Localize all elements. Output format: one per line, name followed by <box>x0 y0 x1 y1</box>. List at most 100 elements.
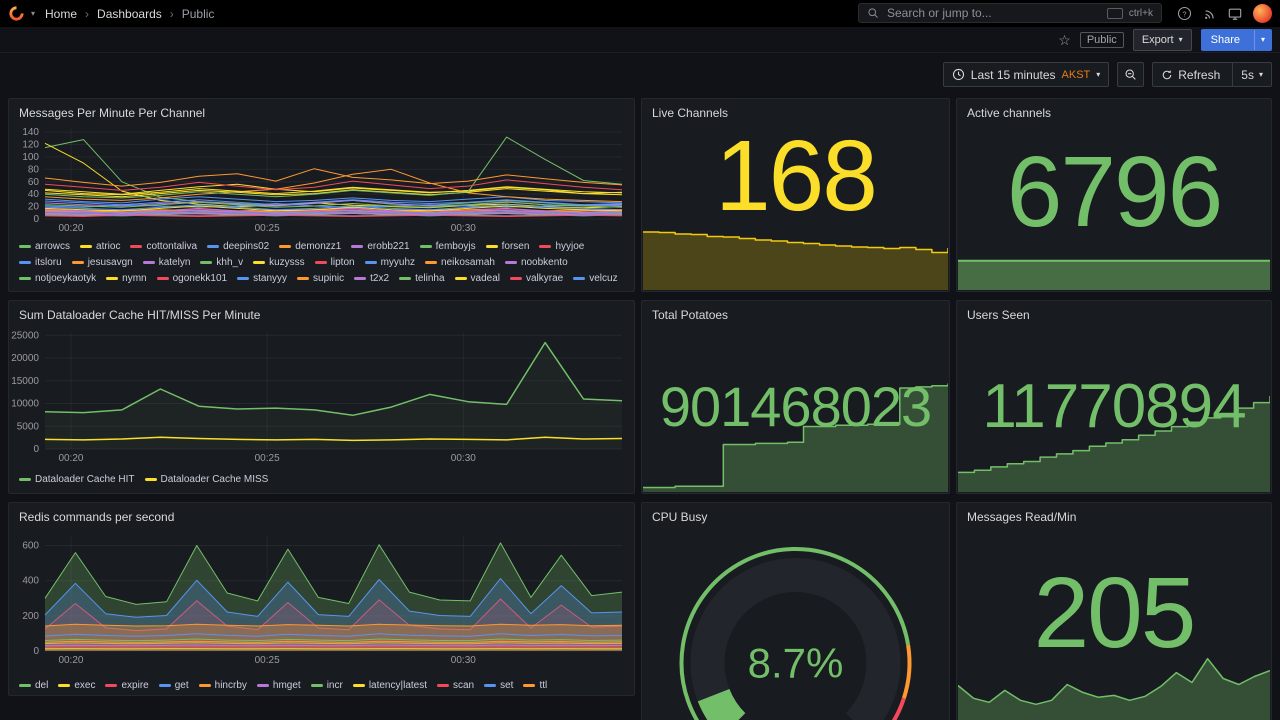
svg-text:20: 20 <box>28 202 40 213</box>
user-avatar[interactable] <box>1253 4 1272 23</box>
chevron-down-icon: ▾ <box>1258 69 1263 79</box>
panel-title[interactable]: Active channels <box>967 106 1052 120</box>
legend-item[interactable]: vadeal <box>454 272 500 285</box>
legend-item[interactable]: hyyjoe <box>539 240 584 253</box>
legend-item[interactable]: khh_v <box>200 256 243 269</box>
org-switcher-caret-icon[interactable]: ▾ <box>31 9 36 18</box>
panel-title[interactable]: Total Potatoes <box>652 308 729 322</box>
legend-item[interactable]: ogonekk101 <box>156 272 227 285</box>
legend-item[interactable]: get <box>158 679 189 692</box>
panel-active-channels: Active channels 6796 <box>956 98 1272 292</box>
news-rss-icon[interactable] <box>1203 7 1217 21</box>
legend-item[interactable]: forsen <box>485 240 529 253</box>
search-input[interactable] <box>885 5 1101 21</box>
legend-swatch-icon <box>485 245 498 248</box>
legend-item[interactable]: ttl <box>523 679 547 692</box>
sparkline-chart[interactable] <box>643 378 948 492</box>
star-icon[interactable]: ☆ <box>1058 31 1071 48</box>
grafana-logo-icon[interactable] <box>8 5 25 22</box>
legend-item[interactable]: jesusavgn <box>71 256 133 269</box>
breadcrumb-home[interactable]: Home <box>45 6 78 21</box>
svg-text:00:25: 00:25 <box>255 223 280 234</box>
legend-swatch-icon <box>80 245 93 248</box>
svg-text:5000: 5000 <box>17 421 40 432</box>
panel-title[interactable]: Live Channels <box>652 106 729 120</box>
legend-swatch-icon <box>237 277 250 280</box>
legend-item[interactable]: deepins02 <box>207 240 269 253</box>
svg-text:100: 100 <box>22 152 39 163</box>
legend-item[interactable]: velcuz <box>573 272 618 285</box>
legend-item[interactable]: kuzysss <box>253 256 305 269</box>
timeseries-chart[interactable]: 0 200 400 600 00:20 00:25 00:30 <box>11 529 630 667</box>
search-icon <box>867 7 879 19</box>
legend-item[interactable]: erobb221 <box>351 240 410 253</box>
share-menu-caret[interactable]: ▾ <box>1253 29 1271 50</box>
legend-item[interactable]: telinha <box>399 272 445 285</box>
legend-item[interactable]: nymn <box>106 272 147 285</box>
legend-label: velcuz <box>589 273 618 284</box>
legend-item[interactable]: exec <box>58 679 95 692</box>
legend-item[interactable]: scan <box>437 679 474 692</box>
svg-text:80: 80 <box>28 164 40 175</box>
legend-item[interactable]: lipton <box>314 256 355 269</box>
panel-title[interactable]: Messages Per Minute Per Channel <box>19 106 206 120</box>
panel-title[interactable]: Redis commands per second <box>19 510 175 524</box>
legend-item[interactable]: del <box>19 679 48 692</box>
legend-label: itsloru <box>35 257 62 268</box>
legend-item[interactable]: stanyyy <box>237 272 287 285</box>
legend-item[interactable]: cottontaliva <box>130 240 197 253</box>
breadcrumb-dashboards[interactable]: Dashboards <box>97 6 162 21</box>
panel-title[interactable]: Sum Dataloader Cache HIT/MISS Per Minute <box>19 308 261 322</box>
zoom-out-button[interactable] <box>1117 62 1145 87</box>
legend-item[interactable]: valkyrae <box>510 272 563 285</box>
legend-item[interactable]: itsloru <box>19 256 62 269</box>
sparkline-chart[interactable] <box>958 382 1270 492</box>
panel-title[interactable]: CPU Busy <box>652 510 708 524</box>
gauge-chart[interactable]: 8.7% <box>642 527 949 720</box>
svg-text:600: 600 <box>22 541 39 552</box>
sparkline-chart[interactable] <box>958 630 1270 720</box>
legend-swatch-icon <box>454 277 467 280</box>
timezone-label: AKST <box>1061 68 1091 81</box>
legend-label: hyyjoe <box>555 241 585 252</box>
legend-item[interactable]: myyuhz <box>364 256 415 269</box>
sparkline-chart[interactable] <box>958 258 1270 290</box>
refresh-interval-picker[interactable]: 5s ▾ <box>1232 63 1271 86</box>
legend-item[interactable]: neikosamah <box>425 256 495 269</box>
export-button[interactable]: Export ▾ <box>1132 28 1192 51</box>
timeseries-chart[interactable]: 0 20 40 60 80 100 120 140 00:20 00:25 00:30 <box>11 123 630 235</box>
legend-item[interactable]: supinic <box>297 272 344 285</box>
sparkline-chart[interactable] <box>643 224 948 290</box>
legend-label: hmget <box>272 680 301 691</box>
legend-item[interactable]: incr <box>310 679 343 692</box>
share-button[interactable]: Share ▾ <box>1200 28 1272 51</box>
refresh-button[interactable]: Refresh <box>1153 63 1224 86</box>
legend-label: valkyrae <box>526 273 564 284</box>
legend-item[interactable]: arrowcs <box>19 240 70 253</box>
monitor-icon[interactable] <box>1228 7 1242 21</box>
search-bar[interactable]: ctrl+k <box>858 3 1162 23</box>
legend-item[interactable]: Dataloader Cache MISS <box>144 473 268 486</box>
legend-item[interactable]: atrioc <box>80 240 120 253</box>
time-range-picker[interactable]: Last 15 minutes AKST ▾ <box>942 62 1110 87</box>
svg-text:00:25: 00:25 <box>255 453 280 464</box>
legend-item[interactable]: demonzz1 <box>279 240 341 253</box>
legend-item[interactable]: femboyjs <box>419 240 476 253</box>
legend-item[interactable]: hmget <box>256 679 301 692</box>
legend-item[interactable]: notjoeykaotyk <box>19 272 96 285</box>
legend-item[interactable]: set <box>484 679 513 692</box>
legend-item[interactable]: noobkento <box>504 256 568 269</box>
legend-item[interactable]: katelyn <box>142 256 190 269</box>
legend-item[interactable]: Dataloader Cache HIT <box>19 473 135 486</box>
legend-item[interactable]: expire <box>105 679 149 692</box>
panel-title[interactable]: Users Seen <box>967 308 1030 322</box>
panel-title[interactable]: Messages Read/Min <box>967 510 1077 524</box>
legend-item[interactable]: t2x2 <box>354 272 389 285</box>
svg-text:15000: 15000 <box>11 376 39 387</box>
legend-item[interactable]: hincrby <box>198 679 247 692</box>
legend-label: arrowcs <box>35 241 71 252</box>
help-icon[interactable]: ? <box>1177 6 1192 21</box>
timeseries-chart[interactable]: 0 5000 10000 15000 20000 25000 00:20 00:25 00:30 <box>11 327 630 465</box>
legend-label: cottontaliva <box>146 241 198 252</box>
legend-item[interactable]: latency|latest <box>352 679 427 692</box>
